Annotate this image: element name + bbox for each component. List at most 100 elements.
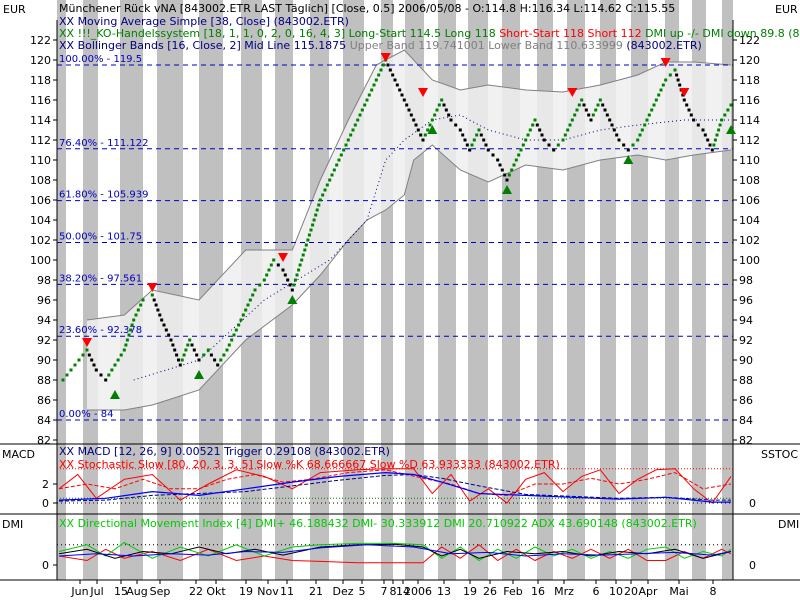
x-axis-label: Mai — [669, 585, 688, 598]
price-header: Münchener Rück vNA [843002.ETR LAST Tägl… — [59, 2, 675, 15]
x-axis-label: 13 — [437, 585, 451, 598]
price-box — [654, 98, 658, 102]
price-box — [507, 173, 511, 177]
price-box — [517, 153, 521, 157]
price-box — [652, 103, 656, 107]
short-signal-triangle — [567, 88, 578, 97]
long-signal-triangle — [623, 155, 634, 164]
price-box — [479, 133, 483, 137]
price-box — [197, 358, 201, 362]
bollinger-band-fill — [87, 50, 731, 410]
price-box — [272, 258, 276, 262]
x-axis-label: Nov — [257, 585, 279, 598]
price-tick-label-left: 108 — [30, 174, 51, 187]
long-signal-triangle — [726, 125, 736, 134]
price-box — [167, 333, 171, 337]
price-box — [328, 178, 332, 182]
dmi-tick-label-right: 0 — [749, 559, 756, 572]
price-box — [192, 348, 196, 352]
price-box — [253, 288, 257, 292]
short-signal-triangle — [147, 283, 158, 292]
price-tick-label-left: 116 — [30, 94, 51, 107]
price-box — [622, 143, 626, 147]
legend-macd: XX MACD [12, 26, 9] 0.00521 Trigger 0.29… — [59, 445, 390, 458]
price-box — [351, 128, 355, 132]
price-box — [303, 248, 307, 252]
x-axis-label: 19 — [463, 585, 477, 598]
price-box — [386, 63, 390, 67]
short-signal-triangle — [380, 53, 391, 62]
legend-ko-part: XX !!!_KO-Handelssystem [18, 1, 1, 0, 2,… — [59, 27, 499, 40]
fib-level-label: 50.00% - 101.75 — [59, 232, 142, 243]
price-box — [304, 243, 308, 247]
price-tick-label-left: 104 — [30, 214, 51, 227]
price-tick-label-right: 114 — [739, 114, 760, 127]
price-box — [535, 123, 539, 127]
price-box — [132, 318, 136, 322]
price-tick-label-right: 100 — [739, 254, 760, 267]
x-axis-label: 11 — [280, 585, 294, 598]
price-box — [713, 138, 717, 142]
fib-level-label: 100.00% - 119.5 — [59, 54, 142, 65]
shade-band — [722, 0, 733, 580]
price-tick-label-right: 118 — [739, 74, 760, 87]
price-tick-label-right: 104 — [739, 214, 760, 227]
price-box — [552, 148, 556, 152]
price-box — [673, 68, 677, 72]
long-signal-triangle — [427, 125, 438, 134]
x-axis-label: 14 — [396, 585, 410, 598]
price-box — [312, 218, 316, 222]
price-box — [433, 113, 437, 117]
price-box — [92, 363, 96, 367]
price-box — [542, 138, 546, 142]
shade-band — [83, 0, 98, 580]
price-box — [442, 103, 446, 107]
fib-level-label: 38.20% - 97.561 — [59, 273, 142, 284]
long-signal-triangle — [194, 370, 204, 379]
price-tick-label-right: 120 — [739, 54, 760, 67]
price-box — [603, 108, 607, 112]
x-axis-label: Jun — [70, 585, 88, 598]
price-tick-label-left: 118 — [30, 74, 51, 87]
price-box — [617, 138, 621, 142]
price-tick-label-right: 116 — [739, 94, 760, 107]
price-box — [246, 303, 250, 307]
price-box — [682, 98, 686, 102]
long-signal-triangle — [287, 295, 298, 304]
price-box — [449, 118, 453, 122]
price-box — [640, 128, 644, 132]
price-box — [321, 193, 325, 197]
price-box — [521, 143, 525, 147]
price-box — [512, 163, 516, 167]
price-tick-label-right: 84 — [739, 414, 753, 427]
price-box — [377, 73, 381, 77]
price-box — [388, 68, 392, 72]
price-box — [430, 118, 434, 122]
price-tick-label-left: 112 — [30, 134, 51, 147]
x-axis-label: 5 — [359, 585, 366, 598]
price-box — [626, 148, 630, 152]
price-box — [402, 98, 406, 102]
price-box — [286, 278, 290, 282]
price-box — [519, 148, 523, 152]
short-signal-triangle — [278, 253, 288, 262]
price-box — [540, 133, 544, 137]
legend-sma: XX Moving Average Simple [38, Close] (84… — [59, 15, 349, 28]
price-box — [533, 118, 537, 122]
price-box — [358, 113, 362, 117]
price-box — [283, 273, 287, 277]
price-box — [605, 113, 609, 117]
price-box — [486, 148, 490, 152]
price-box — [104, 378, 108, 382]
price-box — [158, 313, 162, 317]
price-tick-label-right: 110 — [739, 154, 760, 167]
price-box — [150, 293, 154, 297]
price-box — [216, 363, 220, 367]
price-box — [99, 373, 103, 377]
price-box — [491, 153, 495, 157]
price-box — [267, 268, 271, 272]
long-signal-triangle — [110, 390, 120, 399]
price-tick-label-left: 88 — [37, 374, 51, 387]
price-box — [90, 358, 94, 362]
